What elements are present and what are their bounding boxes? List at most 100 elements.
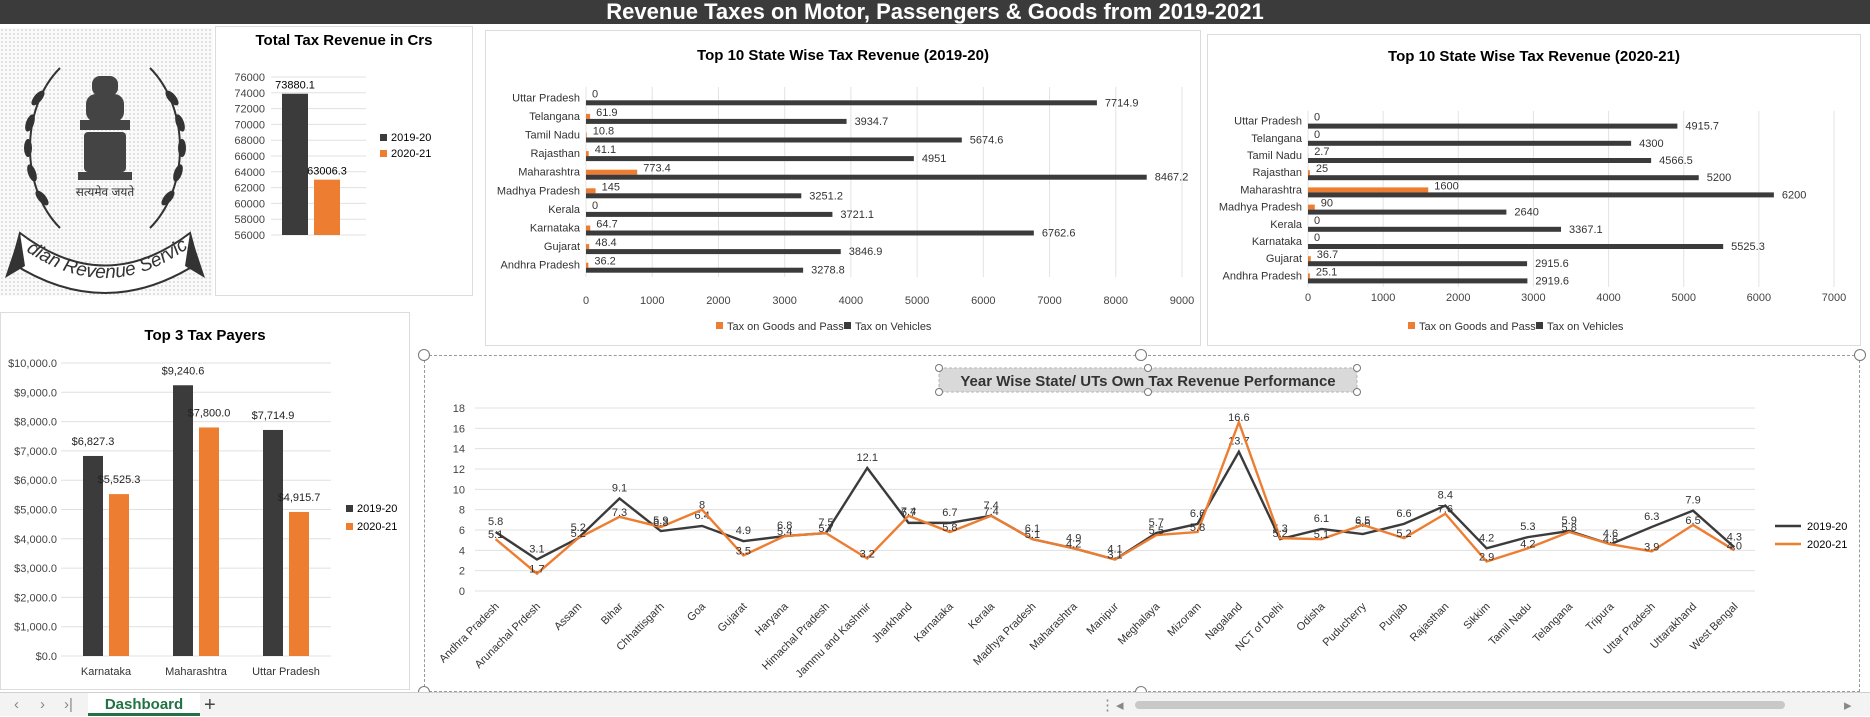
data-label-vehicles: 3278.8 <box>811 265 845 277</box>
last-sheet-icon[interactable]: ›| <box>64 696 73 713</box>
data-label: 4.2 <box>1066 538 1081 550</box>
category-label: Gujarat <box>544 241 580 253</box>
resize-handle-tr[interactable] <box>1854 349 1866 361</box>
chevron-right-icon[interactable]: › <box>40 696 45 713</box>
resize-handle-tm[interactable] <box>1135 349 1147 361</box>
bar-vehicles <box>586 175 1147 180</box>
bar-vehicles <box>586 156 914 161</box>
data-label: 3.1 <box>529 543 544 555</box>
chevron-left-icon[interactable]: ‹ <box>14 696 19 713</box>
data-label: 4.2 <box>1479 532 1494 544</box>
x-tick-label: 8000 <box>1104 295 1128 307</box>
legend-label: Tax on Vehicles <box>855 321 932 333</box>
category-label: Andhra Pradesh <box>1223 270 1303 282</box>
category-label: Goa <box>685 600 709 624</box>
y-tick-label: 56000 <box>234 230 265 242</box>
y-tick-label: $0.0 <box>36 651 57 663</box>
top3-panel: Top 3 Tax Payers$0.0$1,000.0$2,000.0$3,0… <box>0 312 410 690</box>
bar <box>282 94 308 235</box>
y-tick-label: $4,000.0 <box>14 534 57 546</box>
bar-goods <box>586 170 637 175</box>
bar-goods <box>586 114 590 119</box>
category-label: Kerala <box>1270 219 1303 231</box>
y-tick-label: $8,000.0 <box>14 417 57 429</box>
data-label-vehicles: 4951 <box>922 153 946 165</box>
data-label-goods: 48.4 <box>595 237 616 249</box>
data-label: 5.4 <box>777 526 792 538</box>
legend-swatch <box>380 150 387 157</box>
scroll-right-icon[interactable]: ▸ <box>1844 696 1852 714</box>
data-label: 5.1 <box>1025 529 1040 541</box>
data-label-vehicles: 3251.2 <box>809 190 843 202</box>
bar-goods <box>586 151 589 156</box>
data-label: 6.3 <box>1644 511 1659 523</box>
data-label: 6.5 <box>1355 515 1370 527</box>
y-tick-label: 58000 <box>234 214 265 226</box>
x-tick-label: 2000 <box>706 295 730 307</box>
category-label: Maharashtra <box>518 167 581 179</box>
y-tick-label: 76000 <box>234 72 265 84</box>
data-label: 5.2 <box>1273 528 1288 540</box>
data-label: 7.9 <box>1685 495 1700 507</box>
chart-title: Top 10 State Wise Tax Revenue (2020-21) <box>1388 48 1680 65</box>
tab-dashboard[interactable]: Dashboard <box>88 693 200 716</box>
data-label: $6,827.3 <box>72 436 115 448</box>
category-label: Gujarat <box>716 601 750 635</box>
data-label: $4,915.7 <box>278 492 321 504</box>
yearwise-panel[interactable]: Year Wise State/ UTs Own Tax Revenue Per… <box>424 355 1860 692</box>
total-revenue-chart: Total Tax Revenue in Crs5600058000600006… <box>216 27 472 295</box>
data-label-goods: 25 <box>1316 163 1328 175</box>
data-label-vehicles: 7714.9 <box>1105 97 1139 109</box>
data-label-vehicles: 2640 <box>1514 207 1538 219</box>
bar-goods <box>586 263 588 268</box>
title-resize-handle <box>1145 389 1152 396</box>
category-label: Andhra Pradesh <box>501 260 581 272</box>
legend-swatch <box>716 322 723 329</box>
bar-goods <box>1308 170 1310 175</box>
legend-label: 2020-21 <box>391 148 431 160</box>
category-label: Telangana <box>1251 133 1303 145</box>
x-tick-label: 0 <box>583 295 589 307</box>
y-tick-label: 4 <box>459 545 465 557</box>
category-label: Kerala <box>966 600 998 632</box>
horizontal-scrollbar[interactable] <box>1135 701 1785 709</box>
data-label: 16.6 <box>1228 412 1249 424</box>
bar <box>289 512 309 656</box>
data-label-goods: 36.7 <box>1317 249 1338 261</box>
data-label-vehicles: 2915.6 <box>1535 258 1569 270</box>
data-label: $7,714.9 <box>252 410 295 422</box>
resize-handle-tl[interactable] <box>418 349 430 361</box>
y-tick-label: 12 <box>453 464 465 476</box>
data-label: $7,800.0 <box>188 407 231 419</box>
bar <box>199 427 219 656</box>
category-label: Gujarat <box>1266 253 1302 265</box>
y-tick-label: $6,000.0 <box>14 475 57 487</box>
y-tick-label: 10 <box>453 484 465 496</box>
category-label: Puducherry <box>1321 600 1370 649</box>
data-label-vehicles: 3367.1 <box>1569 224 1603 236</box>
category-label: Tripura <box>1584 600 1617 633</box>
x-tick-label: 9000 <box>1170 295 1194 307</box>
data-label: 5.1 <box>488 529 503 541</box>
data-label: 5.2 <box>1396 528 1411 540</box>
data-label-vehicles: 4300 <box>1639 138 1663 150</box>
bar-goods <box>1308 273 1310 278</box>
plus-icon[interactable]: + <box>204 694 216 717</box>
y-tick-label: 2 <box>459 566 465 578</box>
scroll-left-icon[interactable]: ◂ <box>1116 696 1124 714</box>
data-label-goods: 90 <box>1321 198 1333 210</box>
data-label-goods: 41.1 <box>595 144 616 156</box>
x-tick-label: 1000 <box>640 295 664 307</box>
x-tick-label: 7000 <box>1822 292 1846 304</box>
category-label: Assam <box>552 601 584 633</box>
data-label-vehicles: 3934.7 <box>855 116 889 128</box>
y-tick-label: $7,000.0 <box>14 446 57 458</box>
data-label: 7.4 <box>983 506 998 518</box>
bar <box>263 430 283 656</box>
data-label: 2.9 <box>1479 552 1494 564</box>
data-label: 5.8 <box>488 516 503 528</box>
category-label: Uttar Pradesh <box>252 666 320 678</box>
data-label: 5.2 <box>571 528 586 540</box>
x-tick-label: 4000 <box>1596 292 1620 304</box>
